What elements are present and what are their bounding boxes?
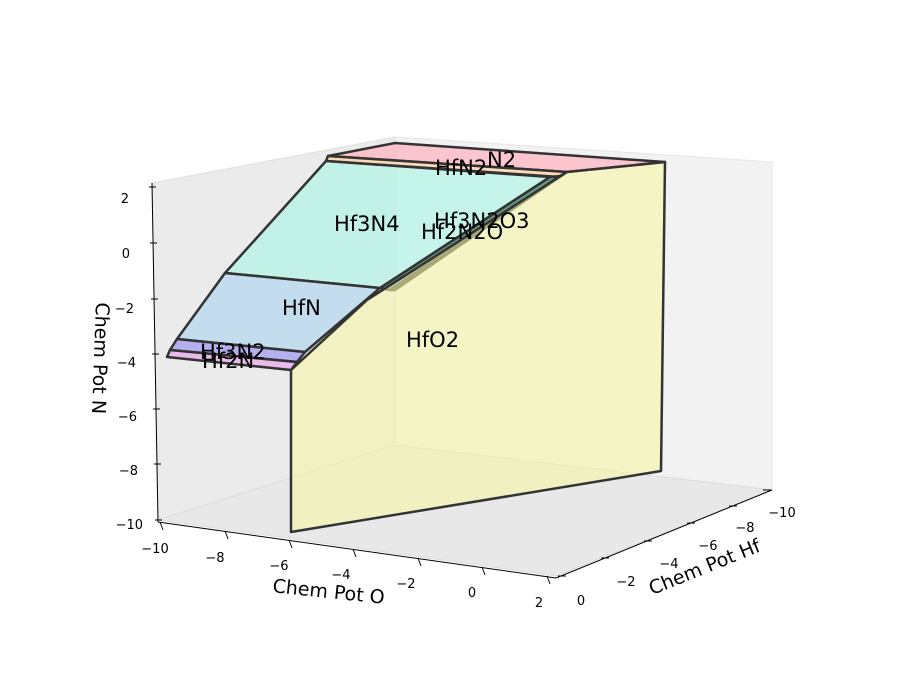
x-axis-title: Chem Pot O xyxy=(272,575,386,609)
region-label-hf2n: Hf2N xyxy=(202,349,254,373)
x-tick-label: −8 xyxy=(205,551,224,566)
x-tick-label: −6 xyxy=(269,559,288,574)
z-tick-label: −2 xyxy=(115,302,134,317)
y-tick-label: 0 xyxy=(577,594,585,609)
axis-ticks xyxy=(149,186,771,585)
z-tick-label: −6 xyxy=(118,410,137,425)
region-label-hf2n2o: Hf2N2O xyxy=(421,220,503,244)
y-tick-label: −10 xyxy=(768,506,795,521)
region-label-hfo2: HfO2 xyxy=(406,328,459,352)
region-label-n2: N2 xyxy=(487,148,516,172)
x-axis-line xyxy=(157,521,557,579)
y-tick-label: −2 xyxy=(616,575,635,590)
region-label-hf3n2: Hf3N2 xyxy=(200,340,266,364)
z-axis-title: Chem Pot N xyxy=(87,302,113,414)
region-hfo2-facet xyxy=(289,160,667,534)
x-tick-labels: −10 −8 −6 −4 −2 0 2 xyxy=(141,542,543,611)
z-axis-line xyxy=(151,182,159,523)
region-labels: N2 HfN2 Hf3N4 Hf3N2O3 Hf2N2O HfN Hf3N2 H… xyxy=(200,148,530,373)
x-tick-mark xyxy=(546,575,551,585)
y-tick-label: −6 xyxy=(698,539,717,554)
z-tick-label: −10 xyxy=(116,518,143,533)
x-tick-mark xyxy=(352,548,357,558)
axis-lines xyxy=(151,182,773,579)
z-tick-label: 2 xyxy=(121,192,129,207)
y-tick-label: −4 xyxy=(659,557,678,572)
x-tick-mark xyxy=(417,557,422,567)
z-tick-labels: 2 0 −2 −4 −6 −8 −10 xyxy=(115,192,143,533)
x-tick-mark xyxy=(159,521,164,531)
x-tick-label: 2 xyxy=(535,596,543,611)
z-tick-label: −4 xyxy=(117,356,136,371)
x-tick-mark xyxy=(224,530,229,540)
z-tick-label: −8 xyxy=(119,464,138,479)
x-tick-mark xyxy=(288,539,293,549)
y-tick-label: −8 xyxy=(735,521,754,536)
y-tick-labels: 0 −2 −4 −6 −8 −10 xyxy=(577,506,796,609)
z-tick-label: 0 xyxy=(122,247,130,262)
region-label-hfn2: HfN2 xyxy=(435,156,487,180)
y-axis-line xyxy=(555,489,773,579)
x-tick-label: −2 xyxy=(396,577,415,592)
x-tick-label: −10 xyxy=(141,542,168,557)
region-facets xyxy=(165,141,667,534)
region-label-hfn: HfN xyxy=(282,296,321,320)
x-tick-label: 0 xyxy=(468,586,476,601)
x-tick-label: −4 xyxy=(331,568,350,583)
region-label-hf3n4: Hf3N4 xyxy=(334,212,400,236)
region-label-hf3n2o3: Hf3N2O3 xyxy=(434,209,530,233)
x-tick-mark xyxy=(481,566,486,576)
